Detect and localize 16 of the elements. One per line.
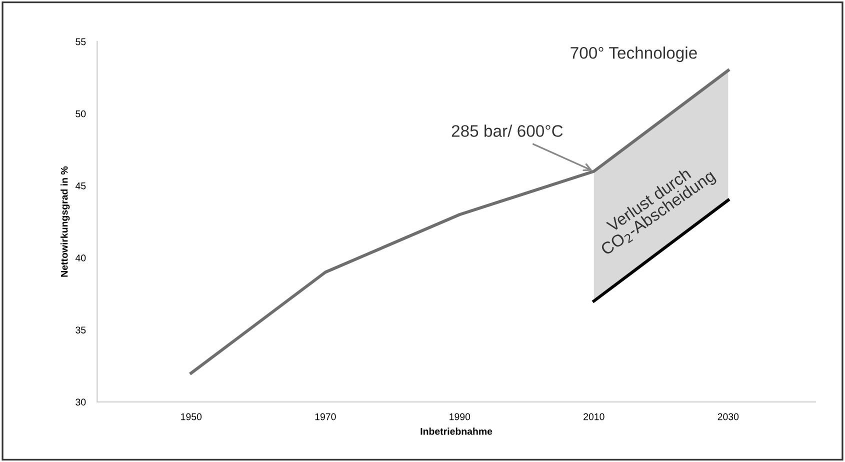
y-tick-label: 30	[76, 398, 86, 406]
y-tick-label: 50	[76, 110, 86, 118]
x-tick-label: 2010	[584, 413, 604, 420]
y-axis-title: Nettowirkungsgrad in %	[60, 166, 70, 277]
y-tick-label: 55	[76, 38, 86, 46]
y-tick-label: 35	[76, 326, 86, 334]
x-tick-label: 2030	[718, 413, 739, 420]
line-series	[190, 68, 730, 375]
x-axis-title: Inbetriebnahme	[420, 428, 492, 435]
x-tick-label: 1950	[181, 413, 202, 420]
annotation: 700° Technologie	[570, 46, 697, 62]
x-tick-label: 1970	[315, 413, 336, 420]
annotation: 285 bar/ 600°C	[452, 124, 563, 137]
y-tick-label: 45	[75, 182, 86, 190]
x-tick-label: 1990	[450, 413, 470, 420]
y-tick-label: 40	[75, 254, 86, 262]
